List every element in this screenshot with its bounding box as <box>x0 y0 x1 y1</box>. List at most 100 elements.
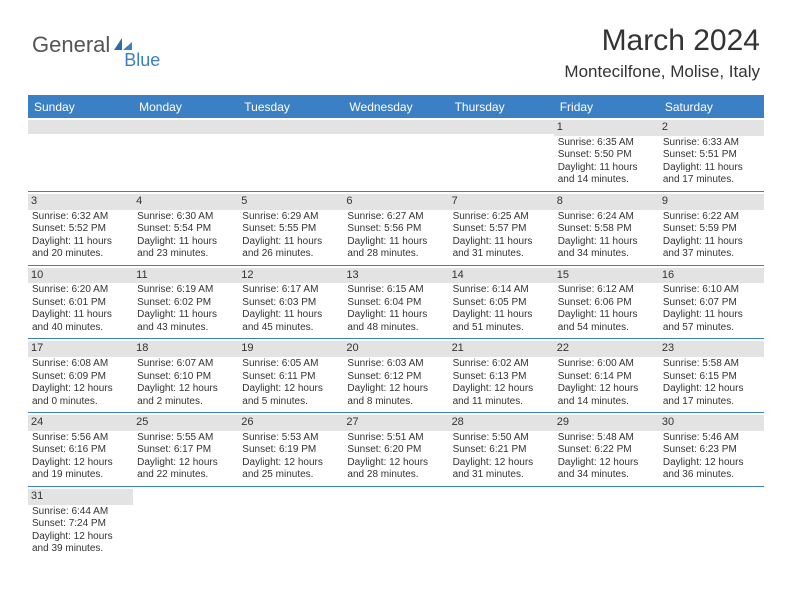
sunrise-text: Sunrise: 6:25 AM <box>453 211 550 224</box>
sunset-text: Sunset: 6:13 PM <box>453 371 550 384</box>
sunrise-text: Sunrise: 6:33 AM <box>663 137 760 150</box>
page-header: March 2024 Montecilfone, Molise, Italy <box>564 24 760 82</box>
daylight-text: Daylight: 11 hours and 48 minutes. <box>347 309 444 334</box>
sunset-text: Sunset: 6:09 PM <box>32 371 129 384</box>
daylight-text: Daylight: 11 hours and 40 minutes. <box>32 309 129 334</box>
day-number: 1 <box>554 120 659 136</box>
daylight-text: Daylight: 11 hours and 34 minutes. <box>558 236 655 261</box>
sunset-text: Sunset: 6:05 PM <box>453 297 550 310</box>
page-title: March 2024 <box>564 24 760 58</box>
sunrise-text: Sunrise: 6:29 AM <box>242 211 339 224</box>
calendar-day: 28Sunrise: 5:50 AMSunset: 6:21 PMDayligh… <box>449 413 554 486</box>
daylight-text: Daylight: 11 hours and 23 minutes. <box>137 236 234 261</box>
daylight-text: Daylight: 12 hours and 22 minutes. <box>137 457 234 482</box>
daylight-text: Daylight: 12 hours and 28 minutes. <box>347 457 444 482</box>
sunrise-text: Sunrise: 6:03 AM <box>347 358 444 371</box>
sunset-text: Sunset: 6:12 PM <box>347 371 444 384</box>
calendar-day <box>133 487 238 560</box>
calendar-day: 16Sunrise: 6:10 AMSunset: 6:07 PMDayligh… <box>659 266 764 339</box>
day-number: 6 <box>343 194 448 210</box>
sunset-text: Sunset: 6:06 PM <box>558 297 655 310</box>
calendar-week: 3Sunrise: 6:32 AMSunset: 5:52 PMDaylight… <box>28 192 764 266</box>
daylight-text: Daylight: 12 hours and 36 minutes. <box>663 457 760 482</box>
calendar-day: 10Sunrise: 6:20 AMSunset: 6:01 PMDayligh… <box>28 266 133 339</box>
daylight-text: Daylight: 12 hours and 39 minutes. <box>32 531 129 556</box>
sunrise-text: Sunrise: 5:55 AM <box>137 432 234 445</box>
logo-text-1: General <box>32 32 110 58</box>
sunset-text: Sunset: 5:57 PM <box>453 223 550 236</box>
sail-icon <box>112 32 134 48</box>
brand-logo: General Blue <box>32 32 170 58</box>
calendar-day: 27Sunrise: 5:51 AMSunset: 6:20 PMDayligh… <box>343 413 448 486</box>
day-number: 5 <box>238 194 343 210</box>
calendar-day <box>449 118 554 191</box>
calendar-week: 1Sunrise: 6:35 AMSunset: 5:50 PMDaylight… <box>28 118 764 192</box>
calendar-day: 2Sunrise: 6:33 AMSunset: 5:51 PMDaylight… <box>659 118 764 191</box>
sunrise-text: Sunrise: 5:46 AM <box>663 432 760 445</box>
sunrise-text: Sunrise: 5:53 AM <box>242 432 339 445</box>
calendar-day <box>659 487 764 560</box>
daylight-text: Daylight: 11 hours and 57 minutes. <box>663 309 760 334</box>
daylight-text: Daylight: 11 hours and 28 minutes. <box>347 236 444 261</box>
calendar-day: 13Sunrise: 6:15 AMSunset: 6:04 PMDayligh… <box>343 266 448 339</box>
day-number <box>449 120 554 134</box>
calendar-week: 10Sunrise: 6:20 AMSunset: 6:01 PMDayligh… <box>28 266 764 340</box>
day-number <box>28 120 133 134</box>
calendar-day: 6Sunrise: 6:27 AMSunset: 5:56 PMDaylight… <box>343 192 448 265</box>
daylight-text: Daylight: 11 hours and 37 minutes. <box>663 236 760 261</box>
day-number: 26 <box>238 415 343 431</box>
calendar-day: 26Sunrise: 5:53 AMSunset: 6:19 PMDayligh… <box>238 413 343 486</box>
sunrise-text: Sunrise: 6:22 AM <box>663 211 760 224</box>
sunset-text: Sunset: 6:02 PM <box>137 297 234 310</box>
day-number: 8 <box>554 194 659 210</box>
day-number: 7 <box>449 194 554 210</box>
daylight-text: Daylight: 12 hours and 5 minutes. <box>242 383 339 408</box>
day-number: 29 <box>554 415 659 431</box>
weekday-header: Monday <box>133 96 238 118</box>
calendar-day: 5Sunrise: 6:29 AMSunset: 5:55 PMDaylight… <box>238 192 343 265</box>
calendar-day: 20Sunrise: 6:03 AMSunset: 6:12 PMDayligh… <box>343 339 448 412</box>
sunset-text: Sunset: 6:07 PM <box>663 297 760 310</box>
calendar-day: 3Sunrise: 6:32 AMSunset: 5:52 PMDaylight… <box>28 192 133 265</box>
sunset-text: Sunset: 6:21 PM <box>453 444 550 457</box>
day-number: 17 <box>28 341 133 357</box>
sunset-text: Sunset: 6:14 PM <box>558 371 655 384</box>
sunset-text: Sunset: 6:04 PM <box>347 297 444 310</box>
day-number <box>238 489 343 503</box>
day-number: 27 <box>343 415 448 431</box>
sunrise-text: Sunrise: 6:19 AM <box>137 284 234 297</box>
daylight-text: Daylight: 11 hours and 14 minutes. <box>558 162 655 187</box>
calendar-day: 12Sunrise: 6:17 AMSunset: 6:03 PMDayligh… <box>238 266 343 339</box>
calendar-day: 17Sunrise: 6:08 AMSunset: 6:09 PMDayligh… <box>28 339 133 412</box>
weekday-header-row: SundayMondayTuesdayWednesdayThursdayFrid… <box>28 96 764 118</box>
location-subtitle: Montecilfone, Molise, Italy <box>564 62 760 82</box>
calendar-day: 21Sunrise: 6:02 AMSunset: 6:13 PMDayligh… <box>449 339 554 412</box>
daylight-text: Daylight: 12 hours and 11 minutes. <box>453 383 550 408</box>
day-number <box>133 120 238 134</box>
daylight-text: Daylight: 11 hours and 51 minutes. <box>453 309 550 334</box>
calendar-day: 15Sunrise: 6:12 AMSunset: 6:06 PMDayligh… <box>554 266 659 339</box>
day-number: 9 <box>659 194 764 210</box>
sunrise-text: Sunrise: 5:56 AM <box>32 432 129 445</box>
daylight-text: Daylight: 11 hours and 26 minutes. <box>242 236 339 261</box>
calendar-day: 11Sunrise: 6:19 AMSunset: 6:02 PMDayligh… <box>133 266 238 339</box>
sunrise-text: Sunrise: 6:14 AM <box>453 284 550 297</box>
calendar-week: 24Sunrise: 5:56 AMSunset: 6:16 PMDayligh… <box>28 413 764 487</box>
sunrise-text: Sunrise: 6:17 AM <box>242 284 339 297</box>
sunset-text: Sunset: 5:59 PM <box>663 223 760 236</box>
sunrise-text: Sunrise: 6:10 AM <box>663 284 760 297</box>
calendar-day: 14Sunrise: 6:14 AMSunset: 6:05 PMDayligh… <box>449 266 554 339</box>
sunset-text: Sunset: 6:23 PM <box>663 444 760 457</box>
calendar-day: 9Sunrise: 6:22 AMSunset: 5:59 PMDaylight… <box>659 192 764 265</box>
sunrise-text: Sunrise: 6:30 AM <box>137 211 234 224</box>
daylight-text: Daylight: 11 hours and 17 minutes. <box>663 162 760 187</box>
sunset-text: Sunset: 5:52 PM <box>32 223 129 236</box>
sunset-text: Sunset: 6:10 PM <box>137 371 234 384</box>
logo-text-2: Blue <box>124 50 160 71</box>
sunset-text: Sunset: 6:20 PM <box>347 444 444 457</box>
sunset-text: Sunset: 6:19 PM <box>242 444 339 457</box>
daylight-text: Daylight: 12 hours and 34 minutes. <box>558 457 655 482</box>
calendar-day: 24Sunrise: 5:56 AMSunset: 6:16 PMDayligh… <box>28 413 133 486</box>
calendar: SundayMondayTuesdayWednesdayThursdayFrid… <box>28 95 764 560</box>
sunrise-text: Sunrise: 6:24 AM <box>558 211 655 224</box>
